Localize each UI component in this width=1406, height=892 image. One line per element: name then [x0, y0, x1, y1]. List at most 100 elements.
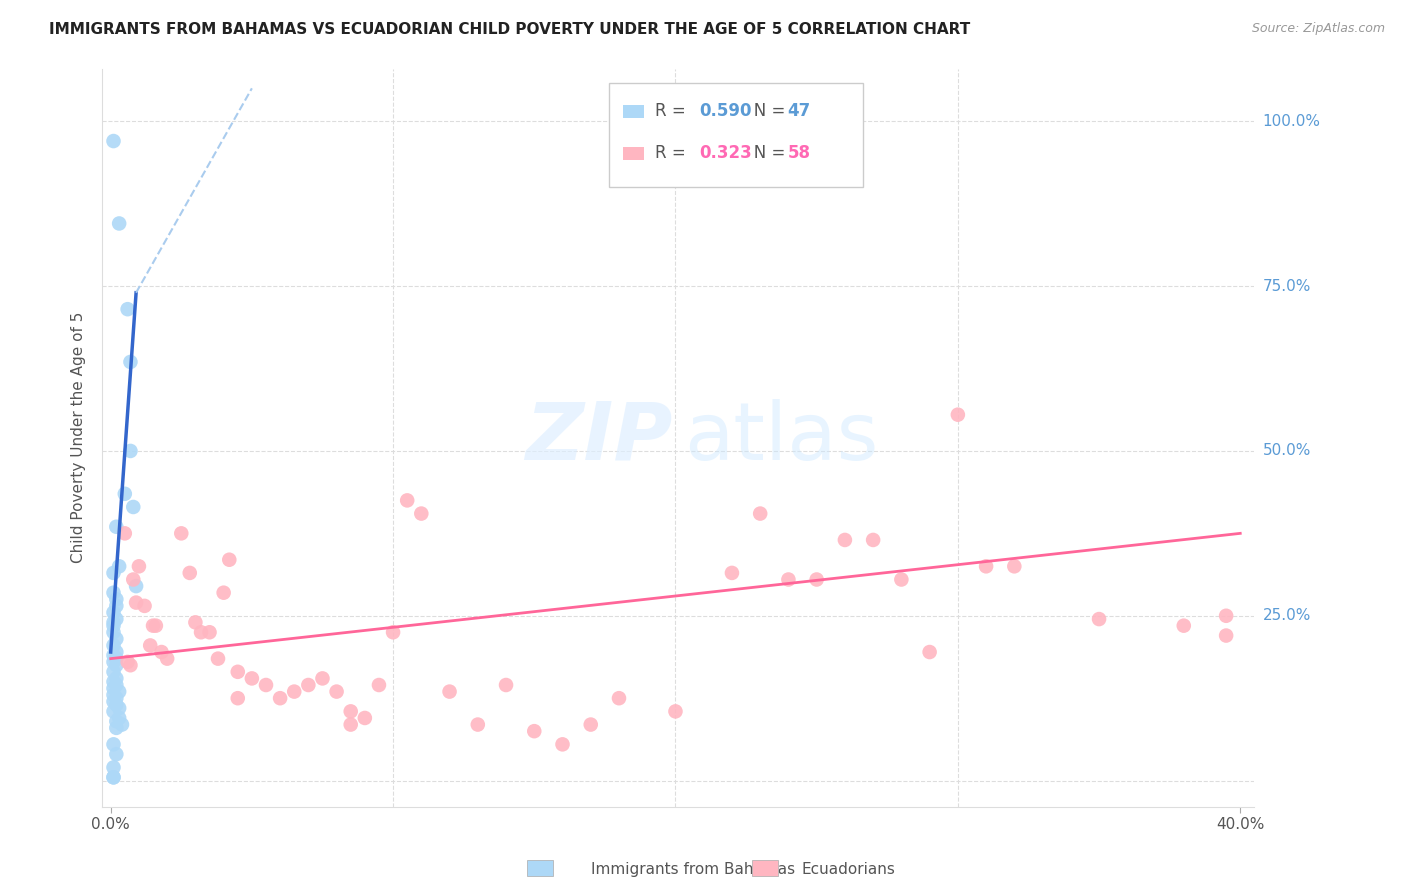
Point: [495, 678, 517, 692]
Point: [105, 612, 128, 626]
Point: [103, 648, 125, 663]
Text: Source: ZipAtlas.com: Source: ZipAtlas.com: [1251, 22, 1385, 36]
Y-axis label: Child Poverty Under the Age of 5: Child Poverty Under the Age of 5: [72, 312, 86, 564]
Point: [806, 573, 828, 587]
Point: [105, 672, 128, 686]
Point: [184, 615, 207, 630]
Point: [103, 688, 125, 702]
Point: [254, 678, 277, 692]
Point: [103, 665, 125, 679]
Text: 47: 47: [787, 103, 811, 120]
Point: [1215, 629, 1237, 643]
Point: [105, 721, 128, 735]
Point: [103, 134, 125, 148]
Point: [226, 691, 249, 706]
Text: 0.323: 0.323: [699, 145, 752, 162]
Point: [103, 705, 125, 719]
Point: [108, 701, 131, 715]
Point: [114, 487, 136, 501]
Point: [103, 694, 125, 708]
Text: R =: R =: [655, 103, 692, 120]
Point: [142, 618, 165, 632]
Point: [439, 684, 461, 698]
Point: [946, 408, 969, 422]
Point: [103, 737, 125, 751]
Point: [120, 658, 142, 673]
Text: 50.0%: 50.0%: [1263, 443, 1310, 458]
Point: [105, 678, 128, 692]
Point: [198, 625, 221, 640]
Point: [105, 698, 128, 712]
Point: [103, 639, 125, 653]
Point: [467, 717, 489, 731]
Point: [105, 632, 128, 646]
Point: [103, 566, 125, 580]
Point: [664, 705, 686, 719]
Point: [105, 658, 128, 673]
Point: [551, 737, 574, 751]
Point: [120, 444, 142, 458]
Point: [103, 655, 125, 669]
Point: [117, 302, 139, 317]
Point: [1088, 612, 1111, 626]
Text: 100.0%: 100.0%: [1263, 114, 1320, 128]
Bar: [623, 104, 644, 118]
Point: [1215, 608, 1237, 623]
Point: [105, 691, 128, 706]
Point: [156, 651, 179, 665]
Point: [778, 573, 800, 587]
Point: [1173, 618, 1195, 632]
Point: [103, 770, 125, 784]
Point: [523, 724, 546, 739]
Point: [179, 566, 201, 580]
Point: [125, 579, 148, 593]
Text: 75.0%: 75.0%: [1263, 278, 1310, 293]
Text: Ecuadorians: Ecuadorians: [801, 863, 896, 877]
Text: atlas: atlas: [685, 399, 879, 476]
Point: [122, 573, 145, 587]
Point: [122, 500, 145, 514]
Point: [108, 217, 131, 231]
Point: [297, 678, 319, 692]
Point: [396, 493, 419, 508]
Point: [150, 645, 173, 659]
Point: [368, 678, 391, 692]
Point: [212, 585, 235, 599]
Point: [311, 672, 333, 686]
Point: [834, 533, 856, 547]
Point: [411, 507, 433, 521]
Point: [108, 711, 131, 725]
Point: [139, 639, 162, 653]
Point: [721, 566, 744, 580]
Point: [105, 592, 128, 607]
Point: [105, 651, 128, 665]
Point: [105, 714, 128, 729]
Point: [111, 717, 134, 731]
Text: 25.0%: 25.0%: [1263, 608, 1310, 624]
Point: [103, 618, 125, 632]
Point: [218, 552, 240, 566]
Point: [918, 645, 941, 659]
Point: [190, 625, 212, 640]
Point: [974, 559, 997, 574]
Text: R =: R =: [655, 145, 692, 162]
Point: [579, 717, 602, 731]
Point: [382, 625, 405, 640]
Point: [120, 355, 142, 369]
Point: [749, 507, 772, 521]
Point: [117, 655, 139, 669]
Point: [105, 645, 128, 659]
Point: [125, 596, 148, 610]
Text: 0.590: 0.590: [699, 103, 752, 120]
Point: [607, 691, 630, 706]
Point: [103, 681, 125, 696]
Text: Immigrants from Bahamas: Immigrants from Bahamas: [591, 863, 794, 877]
Point: [283, 684, 305, 698]
Point: [103, 674, 125, 689]
Point: [103, 585, 125, 599]
Point: [103, 770, 125, 784]
Point: [128, 559, 150, 574]
Point: [103, 615, 125, 630]
Point: [114, 526, 136, 541]
Text: 58: 58: [787, 145, 811, 162]
